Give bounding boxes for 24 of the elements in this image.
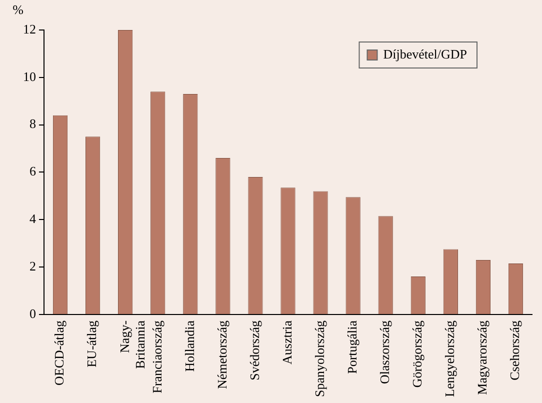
- y-tick-label: 2: [30, 258, 36, 274]
- y-tick-label: 12: [23, 21, 36, 36]
- x-tick-label: Franciaország: [149, 320, 164, 394]
- x-tick-label: Portugália: [344, 320, 360, 374]
- legend-label: Díjbevétel/GDP: [383, 46, 467, 62]
- y-axis-title: %: [12, 2, 24, 17]
- x-tick-label: Nagy- Britannia: [116, 320, 148, 369]
- x-tick-label: Hollandia: [182, 320, 197, 372]
- x-tick-label: Csehország: [507, 320, 522, 380]
- x-tick-label: OECD-átlag: [52, 320, 67, 386]
- x-tick-label: EU-átlag: [84, 320, 100, 368]
- y-tick-label: 4: [30, 211, 36, 226]
- x-tick-label: Németország: [214, 320, 230, 390]
- x-tick-label: Olaszország: [377, 320, 392, 384]
- x-tick-label: Spanyolország: [312, 320, 327, 398]
- y-tick-label: 10: [23, 68, 36, 84]
- x-tick-label: Magyarország: [474, 320, 490, 395]
- x-tick-label: Svédország: [246, 320, 262, 380]
- x-tick-label: Ausztria: [279, 320, 294, 365]
- x-tick-label: Lengyelország: [442, 320, 458, 397]
- y-tick-label: 8: [30, 116, 36, 132]
- y-tick-label: 6: [30, 164, 36, 179]
- y-tick-label: 0: [30, 306, 36, 321]
- x-tick-label: Görögország: [410, 320, 425, 388]
